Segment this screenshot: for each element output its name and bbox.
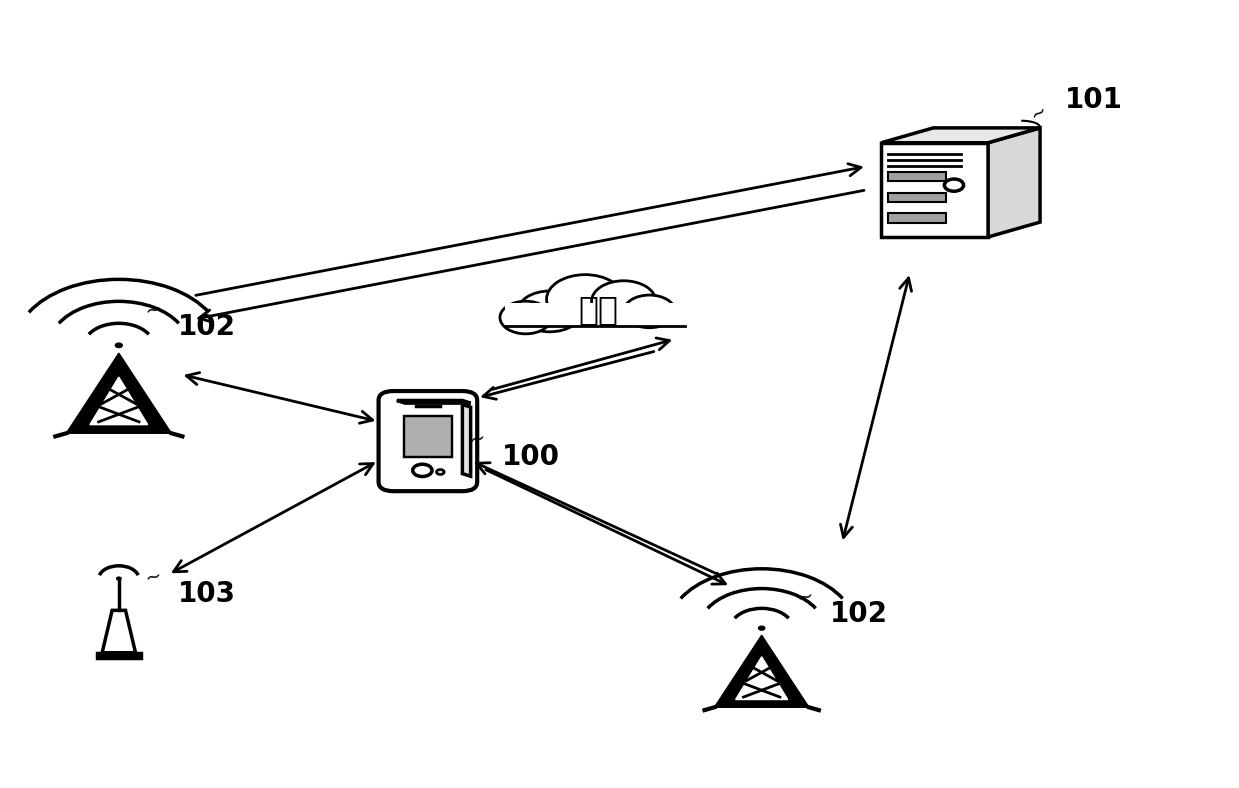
Polygon shape (989, 128, 1040, 237)
Bar (887, 214, 947, 223)
FancyBboxPatch shape (379, 391, 477, 491)
Bar (887, 172, 947, 181)
Circle shape (436, 470, 444, 474)
Circle shape (518, 291, 582, 332)
Circle shape (501, 301, 551, 334)
Text: ~: ~ (144, 566, 165, 588)
Circle shape (546, 275, 623, 324)
Circle shape (116, 577, 121, 580)
Text: ~: ~ (144, 299, 165, 321)
Text: 102: 102 (178, 314, 237, 341)
Polygon shape (67, 353, 171, 433)
Bar (404, 416, 452, 456)
Circle shape (115, 343, 123, 348)
Text: 100: 100 (502, 443, 560, 470)
Text: 101: 101 (1064, 86, 1123, 113)
Text: ~: ~ (1027, 100, 1052, 125)
Bar (504, 303, 690, 325)
Circle shape (944, 179, 964, 191)
Polygon shape (881, 143, 989, 237)
Text: ~: ~ (795, 585, 815, 608)
Text: ~: ~ (467, 428, 488, 451)
Circle shape (413, 464, 432, 477)
Bar (887, 193, 947, 202)
Circle shape (758, 626, 764, 630)
Text: 103: 103 (178, 580, 237, 608)
Circle shape (591, 281, 655, 322)
Polygon shape (736, 656, 788, 700)
Polygon shape (462, 404, 471, 476)
Circle shape (623, 295, 675, 328)
Polygon shape (90, 377, 147, 425)
Polygon shape (881, 128, 1040, 143)
Polygon shape (102, 611, 135, 652)
Text: 102: 102 (830, 600, 887, 628)
Polygon shape (396, 400, 471, 403)
Text: 网络: 网络 (577, 293, 618, 326)
Polygon shape (715, 635, 809, 708)
Polygon shape (97, 652, 141, 659)
